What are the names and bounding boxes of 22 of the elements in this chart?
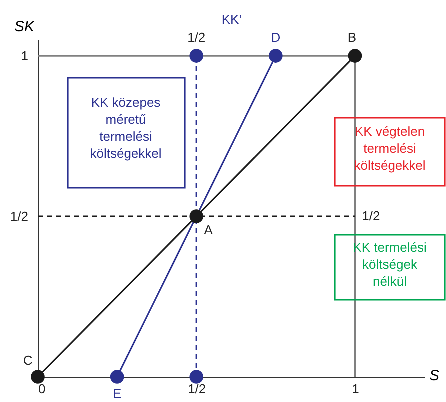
annotation: E [112, 386, 122, 401]
point [269, 49, 283, 63]
point [190, 49, 204, 63]
annotation: C [23, 353, 33, 368]
point [31, 370, 45, 384]
annotation: 1/2 [362, 208, 380, 224]
text: KK’ [222, 12, 242, 27]
x-tick-label: 0 [38, 382, 46, 396]
annotation: KK termelési költségek nélkül [353, 240, 427, 289]
annotation: D [271, 30, 281, 46]
x-tick-label: 1/2 [188, 382, 206, 396]
y-axis-title: SK [14, 18, 36, 36]
annotation: B [348, 30, 357, 46]
point [110, 370, 124, 384]
annotation: 1/2 [188, 30, 206, 46]
point [348, 49, 362, 63]
annotation: KK közepes méretű termelési költségekkel [90, 95, 162, 161]
annotation: A [204, 222, 214, 238]
x-tick-label: 1 [352, 382, 360, 396]
point [190, 210, 204, 224]
x-axis-title: S [430, 368, 440, 384]
point [190, 370, 204, 384]
